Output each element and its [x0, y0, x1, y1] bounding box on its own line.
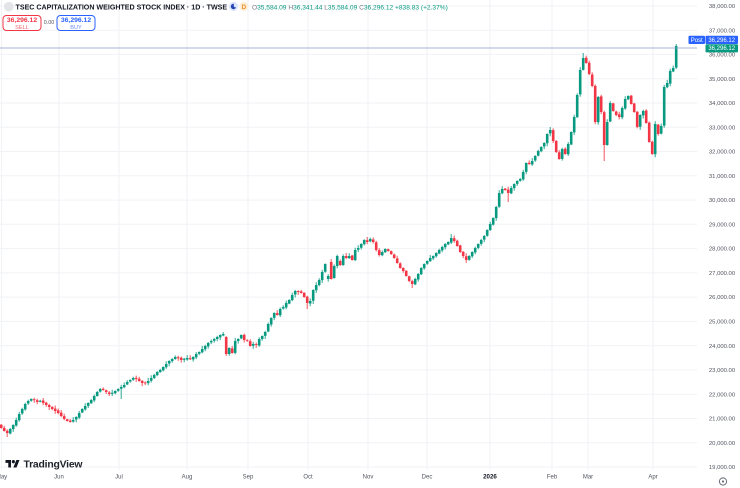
svg-text:20,000.00: 20,000.00	[709, 441, 736, 447]
svg-text:19,000.00: 19,000.00	[709, 465, 736, 471]
svg-text:36,296.12: 36,296.12	[708, 46, 735, 52]
svg-text:34,000.00: 34,000.00	[709, 101, 736, 107]
svg-text:36,296.12: 36,296.12	[708, 38, 735, 44]
svg-text:Aug: Aug	[182, 474, 193, 480]
svg-text:Apr: Apr	[648, 474, 657, 480]
svg-text:TSEC CAPITALIZATION WEIGHTED S: TSEC CAPITALIZATION WEIGHTED STOCK INDEX…	[16, 3, 228, 11]
svg-text:31,000.00: 31,000.00	[709, 174, 736, 180]
svg-text:28,000.00: 28,000.00	[709, 247, 736, 253]
svg-text:36,000.00: 36,000.00	[709, 53, 736, 59]
svg-text:Jul: Jul	[115, 474, 123, 480]
svg-text:32,000.00: 32,000.00	[709, 150, 736, 156]
svg-text:Feb: Feb	[547, 474, 558, 480]
svg-text:D: D	[242, 4, 247, 11]
svg-text:22,000.00: 22,000.00	[709, 392, 736, 398]
svg-text:38,000.00: 38,000.00	[709, 4, 736, 10]
svg-text:37,000.00: 37,000.00	[709, 28, 736, 34]
svg-text:Mar: Mar	[583, 474, 593, 480]
svg-text:O35,584.09 H36,341.44 L35,584.: O35,584.09 H36,341.44 L35,584.09 C36,296…	[252, 4, 448, 11]
svg-text:35,000.00: 35,000.00	[709, 77, 736, 83]
svg-text:21,000.00: 21,000.00	[709, 417, 736, 423]
svg-text:Oct: Oct	[303, 474, 313, 480]
svg-text:TradingView: TradingView	[24, 459, 84, 470]
svg-text:36,296.12: 36,296.12	[7, 17, 37, 24]
svg-text:30,000.00: 30,000.00	[709, 198, 736, 204]
svg-text:25,000.00: 25,000.00	[709, 320, 736, 326]
svg-text:SELL: SELL	[15, 25, 29, 31]
svg-text:29,000.00: 29,000.00	[709, 222, 736, 228]
svg-text:Dec: Dec	[422, 474, 433, 480]
svg-text:Nov: Nov	[363, 474, 374, 480]
svg-text:36,296.12: 36,296.12	[61, 17, 91, 24]
svg-text:Jun: Jun	[54, 474, 64, 480]
svg-text:26,000.00: 26,000.00	[709, 295, 736, 301]
svg-text:May: May	[0, 474, 7, 480]
svg-text:Sep: Sep	[243, 474, 254, 480]
svg-text:2026: 2026	[483, 473, 497, 480]
svg-text:BUY: BUY	[70, 25, 82, 31]
svg-text:27,000.00: 27,000.00	[709, 271, 736, 277]
svg-text:23,000.00: 23,000.00	[709, 368, 736, 374]
svg-text:24,000.00: 24,000.00	[709, 344, 736, 350]
svg-text:33,000.00: 33,000.00	[709, 125, 736, 131]
svg-text:0.00: 0.00	[44, 20, 55, 26]
svg-text:Post: Post	[691, 38, 703, 44]
